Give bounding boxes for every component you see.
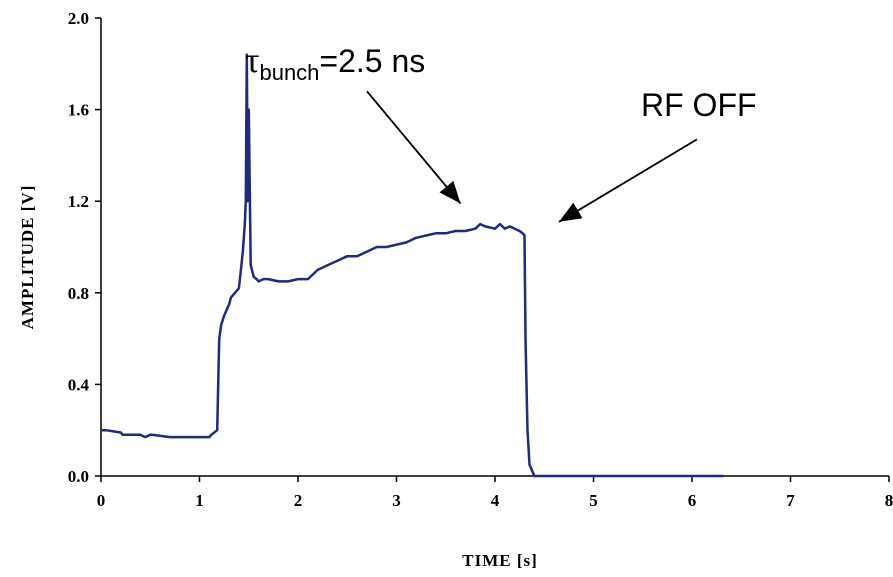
annotation-arrow xyxy=(366,90,462,205)
x-tick-label: 8 xyxy=(885,491,893,510)
annotation-arrowhead xyxy=(439,180,461,204)
x-tick-label: 5 xyxy=(589,491,598,510)
y-axis-title: AMPLITUDE [V] xyxy=(18,185,37,330)
x-tick-label: 1 xyxy=(195,491,204,510)
y-tick-label: 1.6 xyxy=(68,101,89,120)
annotation-arrowhead xyxy=(559,202,583,222)
series-group xyxy=(101,53,724,478)
y-tick-label: 0.8 xyxy=(68,284,89,303)
annotation-bunch-label: τbunch=2.5 ns xyxy=(245,40,425,85)
y-tick-label: 0.0 xyxy=(68,467,89,486)
x-tick-label: 0 xyxy=(97,491,106,510)
axes xyxy=(100,18,889,477)
x-tick-label: 3 xyxy=(392,491,401,510)
y-ticks: 0.0 0.4 0.8 1.2 1.6 2.0 xyxy=(68,9,101,486)
series-line xyxy=(101,53,724,478)
x-tick-label: 2 xyxy=(294,491,303,510)
x-axis-title: TIME [s] xyxy=(462,551,538,570)
y-tick-label: 1.2 xyxy=(68,192,89,211)
x-ticks: 0 1 2 3 4 5 6 7 8 xyxy=(97,476,893,510)
annotation-arrow xyxy=(558,138,698,223)
x-tick-label: 6 xyxy=(688,491,697,510)
annotation-rf-off-label: RF OFF xyxy=(641,87,757,123)
x-tick-label: 4 xyxy=(491,491,500,510)
y-tick-label: 2.0 xyxy=(68,9,89,28)
y-tick-label: 0.4 xyxy=(68,375,90,394)
annotations: τbunch=2.5 ns RF OFF xyxy=(245,40,757,223)
x-tick-label: 7 xyxy=(786,491,795,510)
